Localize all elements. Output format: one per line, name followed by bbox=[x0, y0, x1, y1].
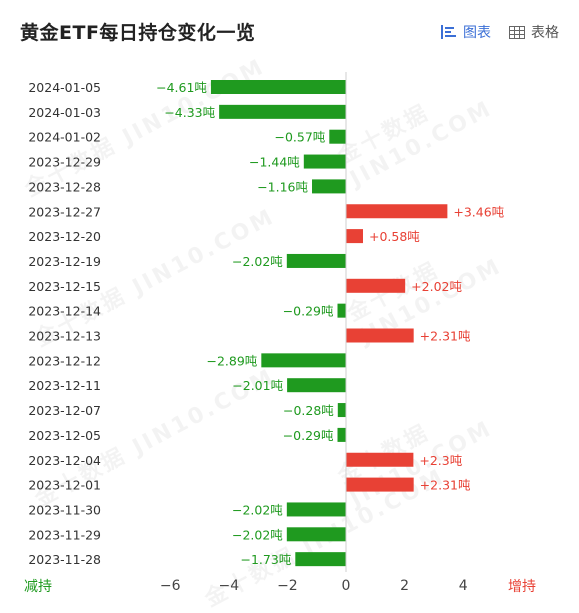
bar bbox=[286, 502, 346, 517]
category-label: 2023-11-29 bbox=[28, 527, 101, 542]
category-label: 2023-12-19 bbox=[28, 254, 101, 269]
decrease-label: 减持 bbox=[24, 579, 52, 595]
category-label: 2023-12-11 bbox=[28, 378, 101, 393]
tab-table[interactable]: 表格 bbox=[509, 22, 559, 42]
category-label: 2023-12-07 bbox=[28, 403, 101, 418]
data-label: −0.28吨 bbox=[283, 403, 334, 418]
x-tick-label: 2 bbox=[400, 578, 409, 594]
category-label: 2023-12-28 bbox=[28, 179, 101, 194]
data-label: −1.73吨 bbox=[240, 552, 291, 567]
category-label: 2023-12-27 bbox=[28, 204, 101, 219]
bar bbox=[346, 452, 414, 467]
bar bbox=[337, 303, 346, 318]
data-label: −4.61吨 bbox=[156, 80, 207, 95]
category-label: 2023-12-15 bbox=[28, 279, 101, 294]
category-label: 2023-12-01 bbox=[28, 478, 101, 493]
chart-list-icon bbox=[441, 25, 456, 39]
x-tick-label: −4 bbox=[218, 578, 239, 594]
data-label: −2.02吨 bbox=[232, 502, 283, 517]
x-tick-label: −6 bbox=[160, 578, 181, 594]
bar bbox=[286, 527, 346, 542]
bar bbox=[287, 378, 346, 393]
category-label: 2023-12-14 bbox=[28, 304, 101, 319]
data-label: −1.16吨 bbox=[257, 179, 308, 194]
tab-table-label: 表格 bbox=[531, 25, 559, 41]
data-label: +0.58吨 bbox=[369, 229, 420, 244]
bar bbox=[346, 278, 406, 293]
x-tick-label: 4 bbox=[459, 578, 468, 594]
data-label: +3.46吨 bbox=[453, 204, 504, 219]
data-label: +2.31吨 bbox=[420, 329, 471, 344]
bar bbox=[337, 427, 346, 442]
bar bbox=[346, 229, 363, 244]
data-label: −0.57吨 bbox=[274, 130, 325, 145]
increase-label: 增持 bbox=[508, 579, 536, 595]
bar bbox=[346, 328, 414, 343]
data-label: −2.02吨 bbox=[232, 527, 283, 542]
category-label: 2023-12-04 bbox=[28, 453, 101, 468]
data-label: +2.31吨 bbox=[420, 478, 471, 493]
bar bbox=[346, 204, 448, 219]
bar bbox=[337, 403, 346, 418]
bar bbox=[303, 154, 346, 169]
data-label: −2.01吨 bbox=[232, 378, 283, 393]
bar bbox=[261, 353, 346, 368]
category-label: 2023-12-29 bbox=[28, 155, 101, 170]
data-label: −0.29吨 bbox=[283, 304, 334, 319]
bar bbox=[295, 552, 346, 567]
page-title: 黄金ETF每日持仓变化一览 bbox=[20, 22, 256, 44]
data-label: −2.02吨 bbox=[232, 254, 283, 269]
category-label: 2024-01-03 bbox=[28, 105, 101, 120]
category-label: 2024-01-05 bbox=[28, 80, 101, 95]
bar bbox=[286, 253, 346, 268]
category-label: 2023-11-28 bbox=[28, 552, 101, 567]
category-label: 2023-12-13 bbox=[28, 329, 101, 344]
data-label: −2.89吨 bbox=[207, 353, 258, 368]
data-label: −0.29吨 bbox=[283, 428, 334, 443]
table-grid-icon bbox=[509, 25, 525, 39]
bar bbox=[219, 104, 346, 119]
category-label: 2023-12-12 bbox=[28, 353, 101, 368]
data-label: +2.3吨 bbox=[419, 453, 462, 468]
x-tick-label: 0 bbox=[342, 578, 351, 594]
tab-chart-label: 图表 bbox=[463, 25, 491, 41]
data-label: −1.44吨 bbox=[249, 155, 300, 170]
category-label: 2024-01-02 bbox=[28, 130, 101, 145]
bar bbox=[329, 129, 346, 144]
category-label: 2023-12-05 bbox=[28, 428, 101, 443]
bar bbox=[312, 179, 346, 194]
bar bbox=[210, 80, 346, 94]
category-label: 2023-11-30 bbox=[28, 502, 101, 517]
category-label: 2023-12-20 bbox=[28, 229, 101, 244]
bar bbox=[346, 477, 414, 492]
view-toggle: 图表 表格 bbox=[441, 22, 559, 42]
tab-chart[interactable]: 图表 bbox=[441, 22, 491, 42]
data-label: +2.02吨 bbox=[411, 279, 462, 294]
x-tick-label: −2 bbox=[277, 578, 298, 594]
data-label: −4.33吨 bbox=[164, 105, 215, 120]
